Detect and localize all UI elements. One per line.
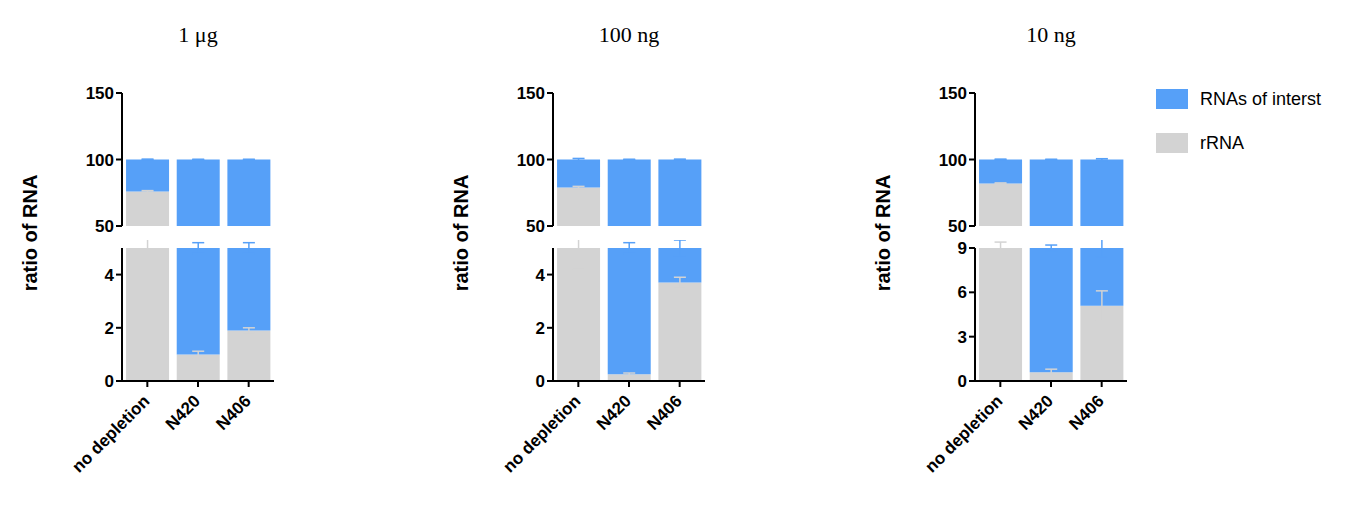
svg-text:0: 0 — [958, 372, 967, 391]
svg-text:N420: N420 — [593, 392, 635, 434]
svg-text:150: 150 — [86, 85, 114, 103]
svg-text:N406: N406 — [643, 392, 685, 434]
html-text:RNAs of interst: RNAs of interst — [1200, 88, 1321, 109]
svg-text:50: 50 — [526, 217, 545, 235]
svg-text:no depletion: no depletion — [501, 392, 584, 476]
svg-text:50: 50 — [95, 217, 114, 235]
svg-text:0: 0 — [536, 372, 545, 391]
svg-text:9: 9 — [958, 240, 967, 258]
svg-text:100: 100 — [939, 151, 967, 170]
html-text:100 ng: 100 ng — [598, 22, 660, 47]
svg-text:no depletion: no depletion — [923, 392, 1006, 476]
html-text:ratio of RNA: ratio of RNA — [18, 174, 41, 292]
svg-text:100: 100 — [86, 151, 114, 170]
svg-text:N420: N420 — [1015, 392, 1057, 434]
svg-text:6: 6 — [958, 283, 967, 302]
svg-text:4: 4 — [536, 266, 546, 285]
svg-text:150: 150 — [939, 85, 967, 103]
svg-text:100: 100 — [517, 151, 545, 170]
html-text:ratio of RNA: ratio of RNA — [871, 174, 894, 292]
svg-text:N420: N420 — [162, 392, 204, 434]
svg-text:N406: N406 — [212, 392, 254, 434]
html-text:1 μg: 1 μg — [178, 22, 218, 47]
html-text:10 ng: 10 ng — [1026, 22, 1076, 47]
html-text:ratio of RNA: ratio of RNA — [449, 174, 472, 292]
svg-text:N406: N406 — [1065, 392, 1107, 434]
svg-text:150: 150 — [517, 85, 545, 103]
svg-text:0: 0 — [105, 372, 114, 391]
svg-text:50: 50 — [948, 217, 967, 235]
svg-text:3: 3 — [958, 328, 967, 347]
svg-text:4: 4 — [105, 266, 115, 285]
svg-text:2: 2 — [105, 319, 114, 338]
svg-text:no depletion: no depletion — [70, 392, 153, 476]
svg-text:2: 2 — [536, 319, 545, 338]
html-text:rRNA: rRNA — [1200, 132, 1244, 153]
